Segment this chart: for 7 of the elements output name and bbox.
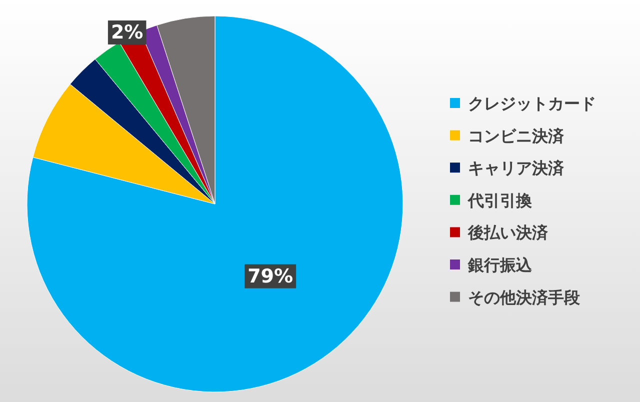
legend-label: 後払い決済 [467,223,549,242]
legend-label: コンビニ決済 [468,126,565,146]
legend-label: その他決済手段 [468,288,581,307]
legend-label: 銀行振込 [467,256,533,274]
legend-label: 代引引換 [467,190,533,210]
legend-label: キャリア決済 [468,158,565,178]
slice-label: クレジットカード [468,94,596,113]
